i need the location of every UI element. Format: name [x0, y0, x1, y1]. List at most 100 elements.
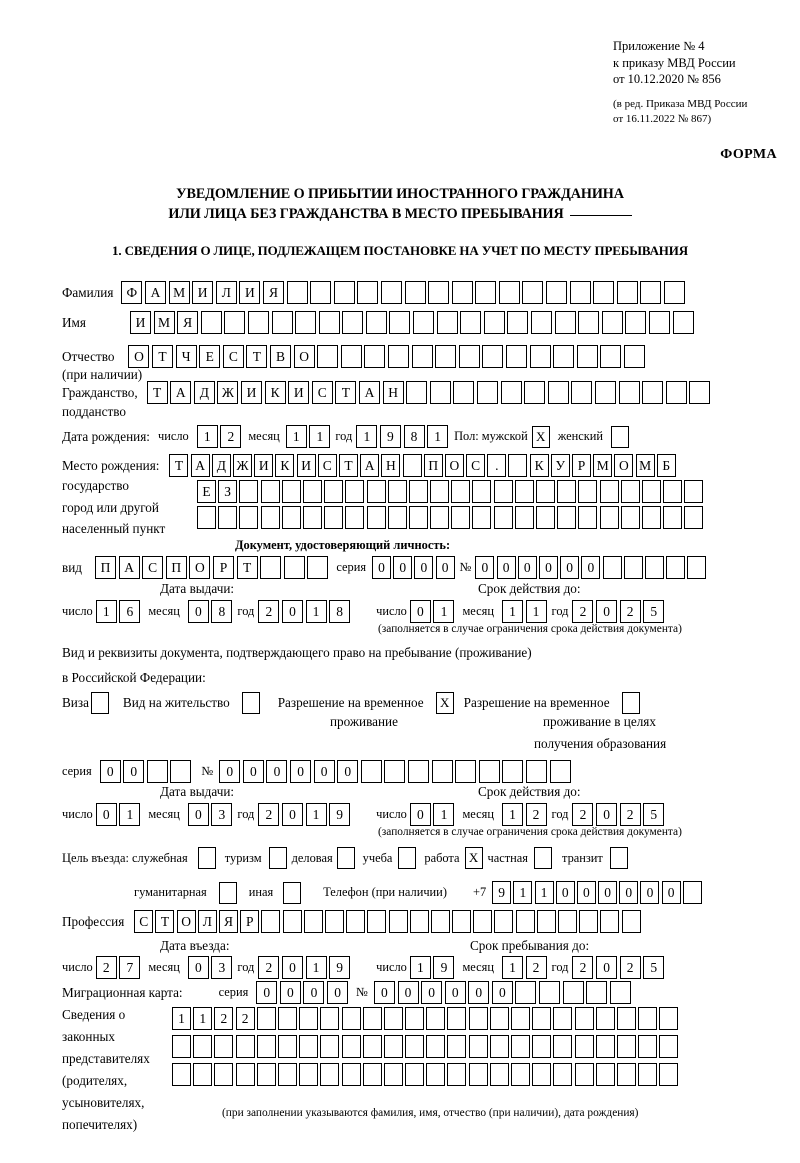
- char-cell[interactable]: [599, 506, 619, 529]
- char-cell[interactable]: [346, 910, 366, 933]
- char-cell[interactable]: 0: [95, 803, 117, 826]
- char-cell[interactable]: [460, 311, 482, 334]
- char-cell[interactable]: [260, 506, 280, 529]
- char-cell[interactable]: Л: [215, 281, 237, 304]
- char-cell[interactable]: [532, 1035, 552, 1058]
- char-cell[interactable]: 3: [211, 956, 233, 979]
- char-cell[interactable]: [600, 910, 620, 933]
- char-cell[interactable]: Т: [335, 381, 357, 404]
- char-cell[interactable]: [536, 910, 556, 933]
- char-cell[interactable]: П: [95, 556, 116, 579]
- char-cell[interactable]: 1: [305, 803, 327, 826]
- char-cell[interactable]: [500, 381, 522, 404]
- char-cell[interactable]: 0: [393, 556, 413, 579]
- char-cell[interactable]: Т: [155, 910, 175, 933]
- char-cell[interactable]: 2: [525, 803, 547, 826]
- char-cell[interactable]: 0: [281, 956, 303, 979]
- char-cell[interactable]: [447, 1035, 467, 1058]
- char-cell[interactable]: 1: [95, 600, 117, 623]
- char-cell[interactable]: [586, 981, 608, 1004]
- char-cell[interactable]: К: [264, 381, 286, 404]
- char-cell[interactable]: И: [239, 281, 261, 304]
- char-cell[interactable]: [436, 311, 458, 334]
- char-cell[interactable]: О: [128, 345, 150, 368]
- char-cell[interactable]: [578, 480, 598, 503]
- char-cell[interactable]: [524, 381, 546, 404]
- char-cell[interactable]: [341, 1035, 361, 1058]
- char-cell[interactable]: [616, 1063, 636, 1086]
- char-cell[interactable]: 0: [596, 600, 618, 623]
- char-cell[interactable]: [426, 1007, 446, 1030]
- char-cell[interactable]: [489, 1007, 509, 1030]
- char-cell[interactable]: 6: [119, 600, 141, 623]
- char-cell[interactable]: [366, 506, 386, 529]
- char-cell[interactable]: [366, 480, 386, 503]
- char-cell[interactable]: [502, 760, 524, 783]
- char-cell[interactable]: [482, 345, 504, 368]
- char-cell[interactable]: [261, 910, 281, 933]
- char-cell[interactable]: [286, 281, 308, 304]
- char-cell[interactable]: 9: [379, 425, 401, 448]
- char-cell[interactable]: [451, 281, 473, 304]
- char-cell[interactable]: [659, 1063, 679, 1086]
- char-cell[interactable]: [666, 556, 686, 579]
- char-cell[interactable]: [468, 1035, 488, 1058]
- char-cell[interactable]: Ж: [217, 381, 239, 404]
- char-cell[interactable]: [494, 910, 514, 933]
- char-cell[interactable]: [357, 281, 379, 304]
- char-cell[interactable]: [452, 910, 472, 933]
- char-cell[interactable]: Б: [656, 454, 676, 477]
- char-cell[interactable]: [522, 281, 544, 304]
- char-cell[interactable]: [578, 506, 598, 529]
- char-cell[interactable]: 1: [534, 881, 554, 904]
- char-cell[interactable]: 0: [619, 881, 639, 904]
- char-cell[interactable]: 1: [309, 425, 331, 448]
- char-cell[interactable]: [408, 760, 430, 783]
- char-cell[interactable]: [602, 556, 622, 579]
- char-cell[interactable]: [511, 1007, 530, 1030]
- char-cell[interactable]: [616, 281, 638, 304]
- char-cell[interactable]: 1: [513, 881, 533, 904]
- char-cell[interactable]: [623, 556, 643, 579]
- char-cell[interactable]: 0: [598, 881, 618, 904]
- char-cell[interactable]: Н: [381, 454, 401, 477]
- char-cell[interactable]: [299, 1035, 319, 1058]
- char-cell[interactable]: [388, 910, 408, 933]
- char-cell[interactable]: [623, 345, 645, 368]
- char-cell[interactable]: [641, 480, 661, 503]
- char-cell[interactable]: [383, 1007, 403, 1030]
- char-cell[interactable]: [595, 1007, 615, 1030]
- char-cell[interactable]: [224, 311, 246, 334]
- char-cell[interactable]: 2: [572, 600, 594, 623]
- char-cell[interactable]: [638, 1035, 658, 1058]
- char-cell[interactable]: 9: [329, 803, 351, 826]
- char-cell[interactable]: [324, 480, 344, 503]
- char-cell[interactable]: 0: [538, 556, 558, 579]
- char-cell[interactable]: [364, 345, 386, 368]
- char-cell[interactable]: [472, 506, 492, 529]
- char-cell[interactable]: [558, 910, 578, 933]
- char-cell[interactable]: [303, 910, 323, 933]
- char-cell[interactable]: [383, 1063, 403, 1086]
- char-cell[interactable]: [468, 1063, 488, 1086]
- temp-residence-checkbox[interactable]: X: [435, 692, 454, 714]
- char-cell[interactable]: [515, 981, 537, 1004]
- char-cell[interactable]: 1: [193, 1007, 213, 1030]
- char-cell[interactable]: 2: [572, 956, 594, 979]
- char-cell[interactable]: [553, 1007, 573, 1030]
- char-cell[interactable]: 0: [517, 556, 537, 579]
- char-cell[interactable]: [411, 345, 433, 368]
- char-cell[interactable]: 1: [409, 956, 431, 979]
- char-cell[interactable]: [547, 381, 569, 404]
- char-cell[interactable]: 5: [643, 956, 665, 979]
- char-cell[interactable]: [600, 345, 622, 368]
- char-cell[interactable]: 0: [414, 556, 434, 579]
- char-cell[interactable]: 2: [214, 1007, 234, 1030]
- char-cell[interactable]: [672, 311, 694, 334]
- char-cell[interactable]: 2: [95, 956, 117, 979]
- char-cell[interactable]: [341, 1063, 361, 1086]
- char-cell[interactable]: И: [129, 311, 151, 334]
- purpose-study-checkbox[interactable]: [398, 847, 417, 869]
- char-cell[interactable]: 0: [187, 600, 209, 623]
- char-cell[interactable]: П: [423, 454, 443, 477]
